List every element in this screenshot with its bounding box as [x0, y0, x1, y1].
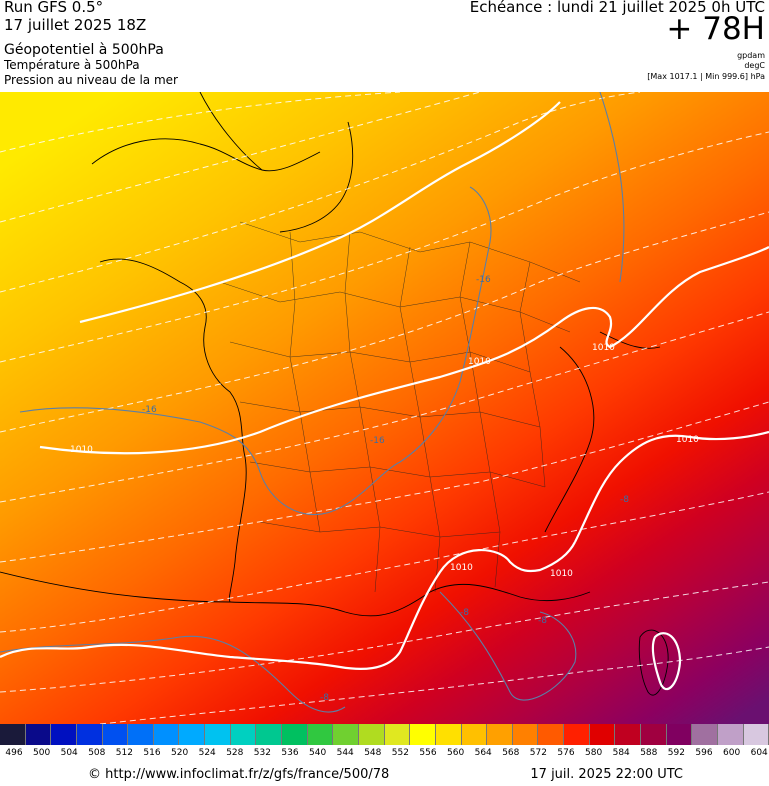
- isobar-label: 1010: [70, 445, 93, 455]
- unit-geopotential: gpdam: [737, 51, 765, 60]
- color-swatch: [384, 724, 411, 745]
- color-scale-label: 576: [557, 748, 575, 758]
- color-scale-label: 524: [198, 748, 216, 758]
- color-swatch: [410, 724, 436, 745]
- isobars: [0, 101, 769, 690]
- color-scale-label: 572: [529, 748, 547, 758]
- color-swatch: [25, 724, 52, 745]
- color-scale-label: 560: [447, 748, 465, 758]
- color-swatch: [153, 724, 180, 745]
- color-scale-label: 496: [5, 748, 23, 758]
- temperature-dashed-lines: [0, 92, 769, 724]
- isotherm-label: -8: [620, 495, 629, 505]
- pressure-range: [Max 1017.1 | Min 999.6] hPa: [647, 72, 765, 81]
- color-scale-label: 600: [723, 748, 741, 758]
- color-scale-label: 504: [60, 748, 78, 758]
- color-scale: [0, 724, 769, 745]
- color-swatch: [0, 724, 26, 745]
- isobar-label: 1010: [450, 563, 473, 573]
- color-swatch: [538, 724, 565, 745]
- color-scale-label: 592: [667, 748, 685, 758]
- source-url[interactable]: © http://www.infoclimat.fr/z/gfs/france/…: [88, 767, 390, 782]
- color-scale-label: 516: [143, 748, 161, 758]
- isobar-label: 1010: [676, 435, 699, 445]
- color-swatch: [615, 724, 642, 745]
- color-scale-label: 532: [253, 748, 271, 758]
- isobar-label: 1010: [468, 357, 491, 367]
- color-scale-label: 596: [695, 748, 713, 758]
- isotherm-label: -8: [460, 608, 469, 618]
- isotherm-label: -16: [476, 275, 491, 285]
- color-swatch: [589, 724, 616, 745]
- color-scale-label: 604: [750, 748, 768, 758]
- color-swatch: [358, 724, 385, 745]
- unit-temperature: degC: [744, 61, 765, 70]
- color-swatch: [307, 724, 334, 745]
- color-scale-label: 568: [502, 748, 520, 758]
- weather-map: 1010 1010 1010 1010 1010 1010 -16 -16 -1…: [0, 92, 769, 724]
- color-scale-label: 512: [115, 748, 133, 758]
- field-temperature-label: Température à 500hPa: [4, 58, 140, 72]
- color-swatch: [666, 724, 693, 745]
- color-swatch: [51, 724, 77, 745]
- color-swatch: [256, 724, 283, 745]
- color-scale-label: 584: [612, 748, 630, 758]
- color-swatch: [333, 724, 359, 745]
- color-swatch: [128, 724, 154, 745]
- color-swatch: [205, 724, 231, 745]
- field-pressure-label: Pression au niveau de la mer: [4, 73, 178, 87]
- color-scale-label: 540: [309, 748, 327, 758]
- color-swatch: [717, 724, 744, 745]
- color-scale-label: 508: [88, 748, 106, 758]
- color-scale-label: 556: [419, 748, 437, 758]
- geopotential-field: [0, 92, 769, 724]
- color-swatch: [282, 724, 308, 745]
- color-swatch: [487, 724, 513, 745]
- isotherms: [0, 92, 625, 713]
- lead-time: + 78H: [666, 11, 765, 47]
- forecast-validity: Echéance : lundi 21 juillet 2025 0h UTC: [469, 0, 765, 16]
- isobar-labels: 1010 1010 1010 1010 1010 1010: [70, 343, 699, 579]
- color-scale-label: 580: [585, 748, 603, 758]
- color-scale-label: 536: [281, 748, 299, 758]
- color-swatch: [102, 724, 129, 745]
- color-scale-label: 588: [640, 748, 658, 758]
- color-scale-label: 564: [474, 748, 492, 758]
- color-scale-labels: 496 500 504 508 512 516 520 524 528 532 536 540 544 5…: [0, 748, 769, 762]
- isobar-label: 1010: [592, 343, 615, 353]
- color-swatch: [179, 724, 206, 745]
- color-scale-label: 552: [391, 748, 409, 758]
- field-geopotential-label: Géopotentiel à 500hPa: [4, 42, 164, 58]
- color-swatch: [461, 724, 488, 745]
- color-swatch: [512, 724, 539, 745]
- color-swatch: [564, 724, 590, 745]
- isotherm-label: -16: [142, 405, 157, 415]
- color-scale-label: 548: [364, 748, 382, 758]
- isotherm-label: -8: [538, 616, 547, 626]
- department-borders: [219, 221, 581, 593]
- isotherm-labels: -16 -16 -16 -8 -8 -8 -8: [142, 275, 629, 703]
- color-scale-label: 520: [171, 748, 189, 758]
- color-scale-label: 544: [336, 748, 354, 758]
- coastlines: [0, 92, 669, 696]
- color-swatch: [435, 724, 462, 745]
- color-swatch: [692, 724, 718, 745]
- valid-time: 17 juil. 2025 22:00 UTC: [530, 767, 683, 782]
- color-swatch: [230, 724, 257, 745]
- color-swatch: [743, 724, 769, 745]
- color-scale-label: 528: [226, 748, 244, 758]
- isotherm-label: -8: [320, 693, 329, 703]
- isobar-label: 1010: [550, 569, 573, 579]
- color-swatch: [641, 724, 667, 745]
- run-title: Run GFS 0.5°: [4, 0, 104, 16]
- isotherm-label: -16: [370, 436, 385, 446]
- color-scale-label: 500: [33, 748, 51, 758]
- run-date: 17 juillet 2025 18Z: [4, 16, 147, 34]
- color-swatch: [76, 724, 103, 745]
